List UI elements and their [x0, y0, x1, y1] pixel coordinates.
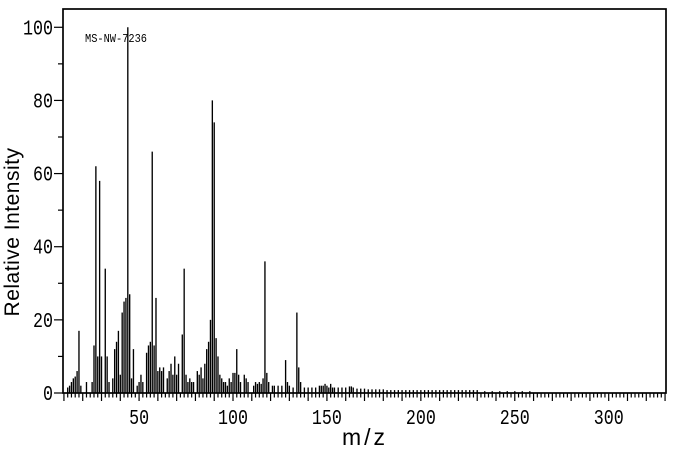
- x-tick-label: 250: [500, 408, 530, 431]
- y-tick-label: 80: [33, 91, 53, 114]
- y-tick-label: 40: [33, 238, 53, 261]
- y-tick-label: 0: [43, 384, 53, 407]
- y-tick-label: 20: [33, 311, 53, 334]
- y-axis-title: Relative Intensity: [1, 148, 24, 317]
- x-tick-label: 200: [406, 408, 436, 431]
- spectrum-id-annotation: MS-NW-7236: [85, 32, 147, 46]
- y-tick-label: 60: [33, 165, 53, 188]
- x-axis-title: m/z: [342, 424, 388, 450]
- plot-border: [62, 8, 667, 394]
- x-tick-label: 150: [312, 408, 342, 431]
- y-tick-label: 100: [23, 18, 53, 41]
- x-tick-label: 50: [129, 408, 149, 431]
- x-tick-label: 100: [218, 408, 248, 431]
- x-tick-label: 300: [594, 408, 624, 431]
